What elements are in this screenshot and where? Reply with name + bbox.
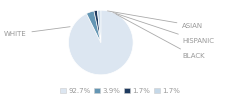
Legend: 92.7%, 3.9%, 1.7%, 1.7%: 92.7%, 3.9%, 1.7%, 1.7%: [57, 85, 183, 96]
Text: HISPANIC: HISPANIC: [113, 12, 214, 44]
Text: BLACK: BLACK: [116, 14, 205, 59]
Polygon shape: [97, 10, 101, 42]
Polygon shape: [86, 11, 101, 42]
Polygon shape: [94, 10, 101, 42]
Text: ASIAN: ASIAN: [108, 11, 204, 28]
Text: WHITE: WHITE: [4, 27, 70, 37]
Polygon shape: [68, 10, 133, 75]
